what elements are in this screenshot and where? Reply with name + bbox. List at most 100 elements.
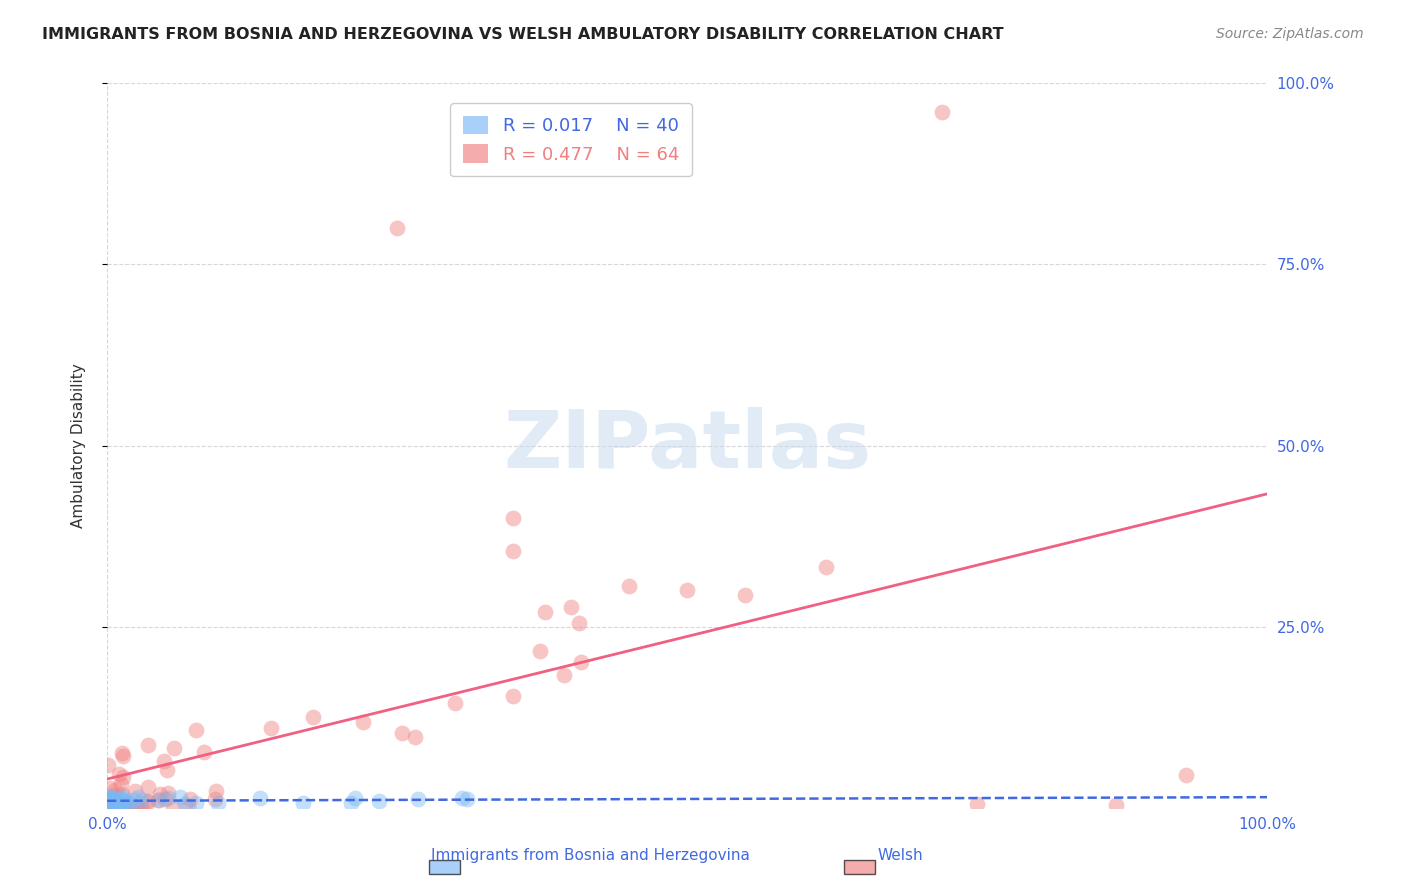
Point: [533, 605, 555, 619]
Point: [260, 721, 283, 735]
Point: [104, 796, 127, 810]
Point: [118, 797, 141, 811]
Point: [125, 800, 148, 814]
Point: [815, 559, 838, 574]
Text: ZIPatlas: ZIPatlas: [503, 407, 872, 484]
Point: [101, 792, 124, 806]
Text: Source: ZipAtlas.com: Source: ZipAtlas.com: [1216, 27, 1364, 41]
Point: [100, 790, 122, 805]
Point: [162, 800, 184, 814]
Point: [502, 690, 524, 704]
Point: [734, 588, 756, 602]
Point: [205, 784, 228, 798]
Point: [966, 797, 988, 811]
Point: [391, 725, 413, 739]
Point: [136, 739, 159, 753]
Point: [104, 795, 127, 809]
Point: [385, 221, 408, 235]
Point: [129, 800, 152, 814]
Point: [1105, 797, 1128, 812]
Point: [98, 795, 121, 809]
Point: [157, 786, 180, 800]
Text: Immigrants from Bosnia and Herzegovina: Immigrants from Bosnia and Herzegovina: [432, 848, 749, 863]
Point: [104, 782, 127, 797]
Point: [169, 789, 191, 804]
Point: [344, 791, 367, 805]
Point: [122, 793, 145, 807]
Point: [368, 794, 391, 808]
Point: [108, 796, 131, 810]
Point: [352, 715, 374, 730]
Point: [569, 655, 592, 669]
Point: [107, 800, 129, 814]
Point: [177, 798, 200, 813]
Point: [404, 730, 426, 744]
Point: [131, 793, 153, 807]
Point: [457, 791, 479, 805]
Point: [502, 511, 524, 525]
Point: [103, 797, 125, 811]
Point: [98, 780, 121, 795]
Point: [136, 780, 159, 795]
Point: [136, 795, 159, 809]
Point: [204, 792, 226, 806]
Point: [301, 710, 323, 724]
Point: [98, 800, 121, 814]
Point: [146, 793, 169, 807]
Point: [98, 795, 121, 809]
Point: [100, 790, 122, 805]
Point: [107, 766, 129, 780]
Point: [149, 787, 172, 801]
Point: [98, 792, 121, 806]
Point: [111, 787, 134, 801]
Point: [127, 790, 149, 805]
Point: [1174, 768, 1197, 782]
Point: [406, 791, 429, 805]
Point: [529, 644, 551, 658]
Point: [184, 723, 207, 737]
Point: [107, 795, 129, 809]
Point: [451, 791, 474, 805]
Point: [568, 615, 591, 630]
Point: [117, 796, 139, 810]
Point: [560, 599, 582, 614]
Y-axis label: Ambulatory Disability: Ambulatory Disability: [72, 363, 86, 528]
Point: [135, 794, 157, 808]
Point: [553, 668, 575, 682]
Point: [117, 800, 139, 814]
Point: [100, 800, 122, 814]
Point: [153, 754, 176, 768]
Point: [207, 796, 229, 810]
Text: IMMIGRANTS FROM BOSNIA AND HERZEGOVINA VS WELSH AMBULATORY DISABILITY CORRELATIO: IMMIGRANTS FROM BOSNIA AND HERZEGOVINA V…: [42, 27, 1004, 42]
Point: [112, 749, 135, 764]
Legend: R = 0.017    N = 40, R = 0.477    N = 64: R = 0.017 N = 40, R = 0.477 N = 64: [450, 103, 692, 177]
Point: [174, 797, 197, 811]
Point: [163, 741, 186, 756]
Point: [101, 791, 124, 805]
Point: [148, 793, 170, 807]
Point: [502, 543, 524, 558]
Point: [339, 797, 361, 811]
Point: [112, 793, 135, 807]
Point: [111, 746, 134, 760]
Point: [617, 579, 640, 593]
Point: [156, 764, 179, 778]
Point: [931, 105, 953, 120]
Point: [112, 770, 135, 784]
Point: [124, 783, 146, 797]
Point: [249, 791, 271, 805]
Point: [193, 745, 215, 759]
Point: [97, 800, 120, 814]
Point: [108, 791, 131, 805]
Point: [112, 794, 135, 808]
Point: [444, 697, 467, 711]
Point: [122, 800, 145, 814]
Point: [103, 788, 125, 802]
Point: [111, 790, 134, 805]
Point: [179, 792, 201, 806]
Text: Welsh: Welsh: [877, 848, 922, 863]
Point: [97, 790, 120, 805]
Point: [105, 797, 128, 811]
Point: [157, 791, 180, 805]
Point: [110, 777, 132, 791]
